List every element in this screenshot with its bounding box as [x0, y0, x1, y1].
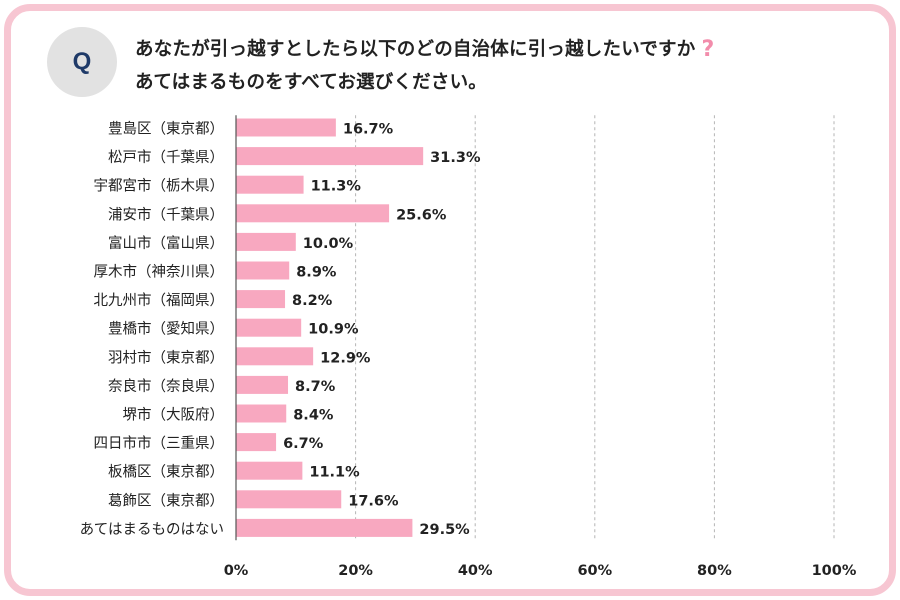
bar: [236, 461, 303, 480]
category-label: 葛飾区（東京都）: [108, 492, 224, 509]
category-label: 富山市（富山県）: [108, 234, 224, 252]
bar: [236, 147, 424, 166]
value-label: 6.7%: [283, 436, 324, 452]
bar: [236, 204, 390, 223]
bar: [236, 175, 304, 194]
value-label: 25.6%: [396, 207, 447, 223]
category-label: 豊橋市（愛知県）: [108, 321, 224, 338]
x-tick-label: 20%: [338, 563, 373, 579]
value-label: 17.6%: [348, 493, 399, 509]
category-label: 宇都宮市（栃木県）: [94, 178, 225, 195]
category-label: 堺市（大阪府）: [123, 407, 225, 424]
x-tick-label: 0%: [224, 563, 249, 579]
value-label: 8.2%: [292, 293, 333, 309]
value-label: 31.3%: [430, 150, 481, 166]
chart-frame: [4, 4, 896, 596]
bar: [236, 261, 290, 280]
category-label: 浦安市（千葉県）: [108, 206, 224, 223]
bar: [236, 404, 287, 423]
bar: [236, 118, 336, 137]
category-label: 厚木市（神奈川県）: [94, 264, 225, 281]
question-text: あなたが引っ越すとしたら以下のどの自治体に引っ越したいですか? あてはまるものを…: [135, 33, 865, 99]
x-tick-label: 40%: [458, 563, 493, 579]
category-label: 奈良市（奈良県）: [108, 378, 224, 395]
bar: [236, 490, 342, 509]
x-tick-label: 60%: [577, 563, 612, 579]
category-label: 四日市市（三重県）: [94, 435, 225, 452]
value-label: 10.9%: [308, 322, 359, 338]
category-label: 豊島区（東京都）: [108, 121, 224, 138]
value-label: 16.7%: [343, 122, 394, 138]
question-line-2: あてはまるものをすべてお選びください。: [135, 72, 487, 93]
value-label: 8.4%: [293, 408, 334, 424]
x-tick-label: 100%: [812, 563, 857, 579]
bar: [236, 232, 296, 251]
question-badge: Q: [47, 27, 117, 97]
bar: [236, 433, 277, 452]
value-label: 10.0%: [303, 236, 354, 252]
question-line-1: あなたが引っ越すとしたら以下のどの自治体に引っ越したいですか?: [135, 33, 865, 66]
value-label: 11.3%: [311, 179, 362, 195]
bar: [236, 290, 286, 309]
question-line-1-text: あなたが引っ越すとしたら以下のどの自治体に引っ越したいですか: [135, 39, 696, 60]
value-label: 29.5%: [419, 522, 470, 538]
bar: [236, 375, 289, 394]
value-label: 8.9%: [296, 265, 337, 281]
category-label: あてはまるものはない: [80, 521, 224, 538]
bar: [236, 347, 314, 366]
value-label: 8.7%: [295, 379, 336, 395]
bar: [236, 318, 302, 337]
category-label: 板橋区（東京都）: [108, 463, 224, 481]
x-tick-label: 80%: [697, 563, 732, 579]
bar: [236, 518, 413, 537]
category-label: 松戸市（千葉県）: [108, 149, 224, 166]
value-label: 12.9%: [320, 350, 371, 366]
category-label: 羽村市（東京都）: [108, 349, 224, 366]
value-label: 11.1%: [309, 465, 360, 481]
category-label: 北九州市（福岡県）: [94, 292, 225, 309]
question-mark-icon: ?: [701, 37, 715, 62]
